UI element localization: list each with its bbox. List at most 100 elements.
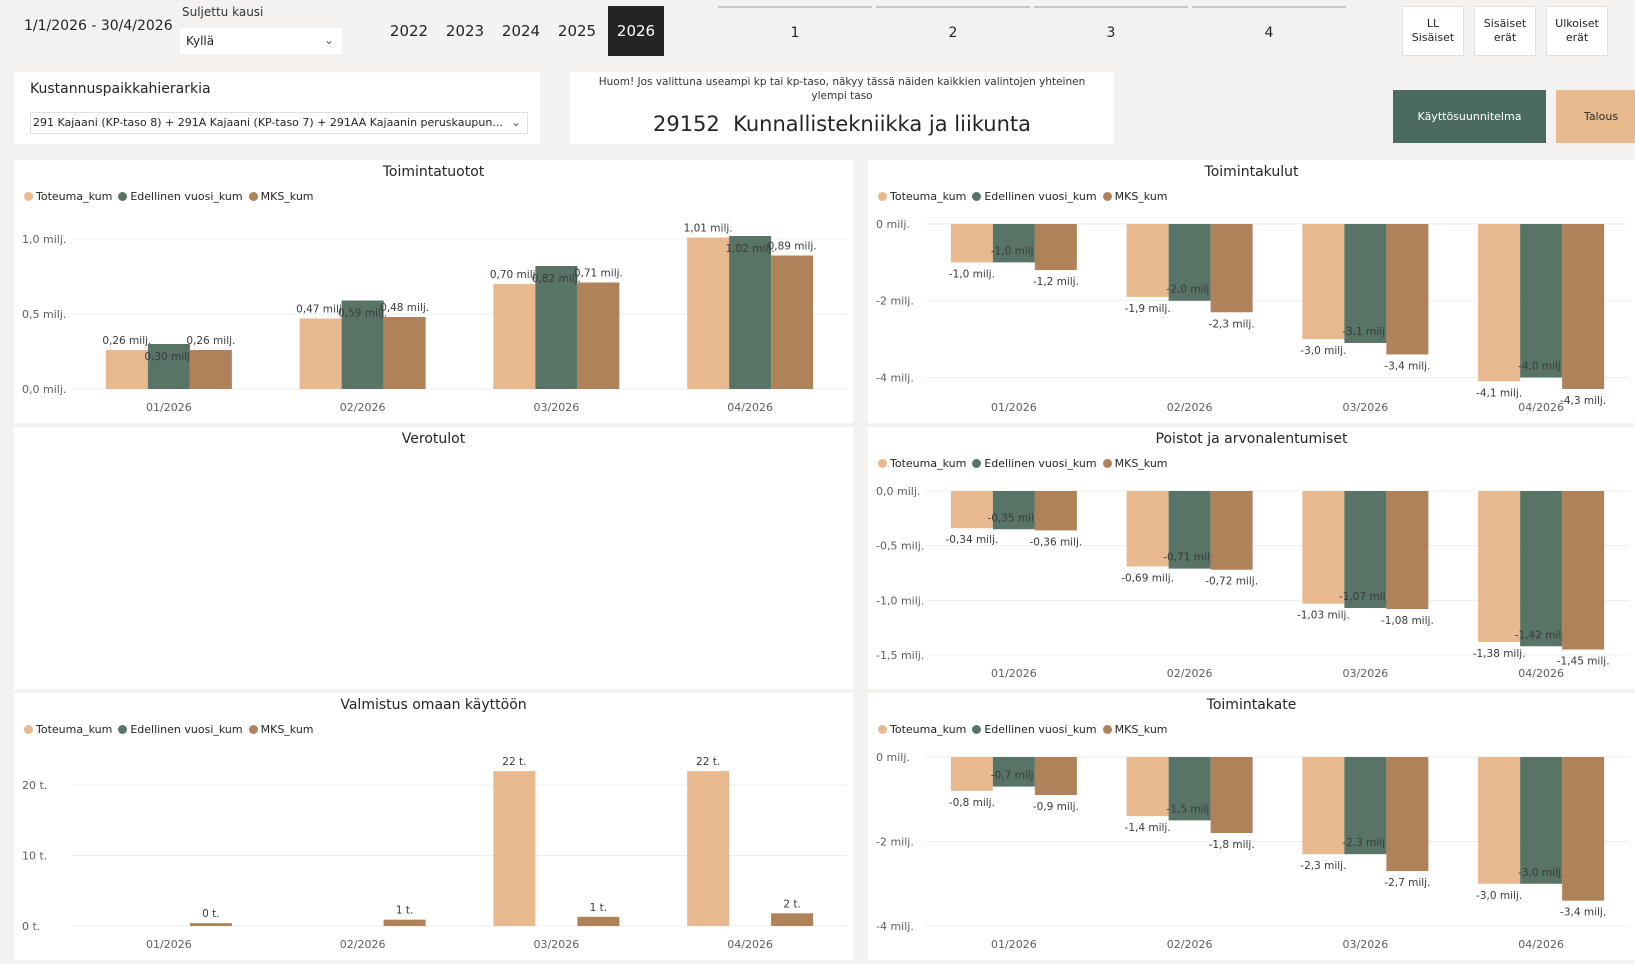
legend-item[interactable]: Toteuma_kum	[24, 723, 112, 736]
year-button-2026[interactable]: 2026	[608, 6, 664, 56]
closed-period-select[interactable]: Kyllä ⌄	[180, 28, 342, 54]
bar[interactable]	[189, 923, 232, 926]
bar[interactable]	[147, 344, 190, 389]
bar[interactable]	[1168, 491, 1211, 569]
bar[interactable]	[189, 350, 232, 389]
bar[interactable]	[992, 491, 1035, 530]
legend-label: Toteuma_kum	[890, 457, 967, 470]
data-label: -1,4 milj.	[1125, 822, 1171, 834]
bar[interactable]	[1562, 491, 1605, 650]
bar[interactable]	[535, 266, 578, 389]
legend-item[interactable]: Edellinen vuosi_kum	[972, 457, 1097, 470]
bar[interactable]	[950, 224, 993, 263]
bar[interactable]	[1386, 757, 1429, 872]
year-button-2025[interactable]: 2025	[557, 22, 597, 40]
legend-dot-icon	[878, 459, 887, 468]
bar[interactable]	[1168, 224, 1211, 301]
kayttosuunnitelma-button[interactable]: Käyttösuunnitelma	[1393, 90, 1546, 143]
bar[interactable]	[1034, 757, 1077, 796]
bar[interactable]	[383, 317, 426, 389]
data-label: -3,4 milj.	[1384, 360, 1430, 372]
quarter-button-3[interactable]: 3	[1034, 6, 1188, 58]
year-button-2022[interactable]: 2022	[389, 22, 429, 40]
bar[interactable]	[1520, 757, 1563, 884]
legend-item[interactable]: Toteuma_kum	[878, 723, 966, 736]
data-label: -2,7 milj.	[1384, 877, 1430, 889]
quarter-button-1[interactable]: 1	[718, 6, 872, 58]
legend-label: MKS_kum	[1114, 190, 1168, 203]
bar[interactable]	[1520, 491, 1563, 647]
legend-item[interactable]: Edellinen vuosi_kum	[118, 190, 243, 203]
bar[interactable]	[1344, 491, 1387, 608]
legend-dot-icon	[878, 725, 887, 734]
bar[interactable]	[1562, 224, 1605, 389]
bar[interactable]	[493, 284, 536, 389]
bar[interactable]	[1344, 224, 1387, 343]
bar[interactable]	[1126, 491, 1169, 567]
data-label: -1,0 milj.	[949, 268, 995, 280]
bar[interactable]	[1210, 491, 1253, 570]
bar[interactable]	[1386, 224, 1429, 355]
bar[interactable]	[1302, 757, 1345, 855]
legend-item[interactable]: MKS_kum	[248, 190, 314, 203]
bar[interactable]	[1520, 224, 1563, 378]
legend-item[interactable]: Edellinen vuosi_kum	[972, 723, 1097, 736]
bar[interactable]	[341, 300, 384, 390]
bar[interactable]	[493, 771, 536, 926]
bar[interactable]	[1034, 491, 1077, 531]
x-tick-label: 01/2026	[991, 938, 1037, 951]
bar[interactable]	[687, 771, 730, 926]
date-range[interactable]: 1/1/2026 - 30/4/2026	[24, 18, 173, 34]
bar[interactable]	[1168, 757, 1211, 821]
bar[interactable]	[1210, 224, 1253, 313]
closed-period-label: Suljettu kausi	[182, 5, 264, 19]
quarter-button-2[interactable]: 2	[876, 6, 1030, 58]
bar[interactable]	[105, 350, 148, 389]
bar[interactable]	[1478, 757, 1521, 884]
legend-item[interactable]: MKS_kum	[1102, 457, 1168, 470]
talous-button[interactable]: Talous	[1556, 90, 1635, 143]
bar[interactable]	[1386, 491, 1429, 610]
legend-item[interactable]: Edellinen vuosi_kum	[972, 190, 1097, 203]
selected-unit: 29152 Kunnallistekniikka ja liikunta	[570, 112, 1114, 136]
bar[interactable]	[577, 282, 620, 390]
bar[interactable]	[1302, 224, 1345, 340]
bar[interactable]	[950, 491, 993, 529]
legend-item[interactable]: MKS_kum	[1102, 723, 1168, 736]
bar[interactable]	[577, 916, 620, 926]
bar[interactable]	[992, 224, 1035, 263]
legend-item[interactable]: Toteuma_kum	[878, 457, 966, 470]
internal-entries-button[interactable]: Sisäiset erät	[1474, 6, 1536, 56]
bar[interactable]	[1210, 757, 1253, 834]
bar[interactable]	[992, 757, 1035, 787]
bar[interactable]	[1478, 224, 1521, 382]
x-tick-label: 02/2026	[1167, 938, 1213, 951]
bar[interactable]	[1344, 757, 1387, 855]
bar[interactable]	[383, 919, 426, 926]
legend-item[interactable]: Toteuma_kum	[24, 190, 112, 203]
bar[interactable]	[1562, 757, 1605, 901]
bar[interactable]	[1034, 224, 1077, 271]
legend-item[interactable]: Toteuma_kum	[878, 190, 966, 203]
bar[interactable]	[1126, 757, 1169, 817]
legend-item[interactable]: Edellinen vuosi_kum	[118, 723, 243, 736]
legend-item[interactable]: MKS_kum	[1102, 190, 1168, 203]
bar[interactable]	[729, 236, 772, 389]
bar[interactable]	[950, 757, 993, 791]
bar[interactable]	[299, 318, 342, 390]
bar[interactable]	[1478, 491, 1521, 642]
hierarchy-select[interactable]: 291 Kajaani (KP-taso 8) + 291A Kajaani (…	[30, 112, 528, 134]
ll-internal-button[interactable]: LL Sisäiset	[1402, 6, 1464, 56]
bar[interactable]	[771, 255, 814, 390]
year-button-2023[interactable]: 2023	[445, 22, 485, 40]
bar[interactable]	[1126, 224, 1169, 297]
bar[interactable]	[687, 237, 730, 390]
quarter-button-4[interactable]: 4	[1192, 6, 1346, 58]
panel-toimintatuotot: Toimintatuotot Toteuma_kum Edellinen vuos…	[14, 160, 853, 423]
bar[interactable]	[1302, 491, 1345, 604]
year-button-2024[interactable]: 2024	[501, 22, 541, 40]
external-entries-button[interactable]: Ulkoiset erät	[1546, 6, 1608, 56]
legend-item[interactable]: MKS_kum	[248, 723, 314, 736]
bar[interactable]	[771, 913, 814, 926]
x-tick-label: 02/2026	[1167, 401, 1213, 414]
